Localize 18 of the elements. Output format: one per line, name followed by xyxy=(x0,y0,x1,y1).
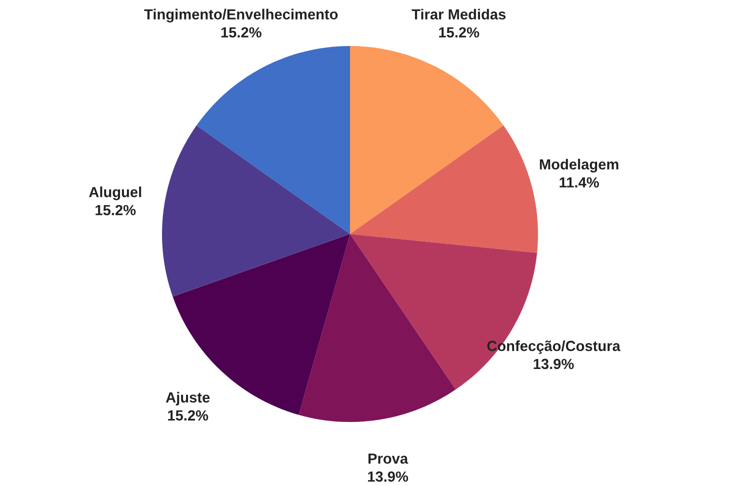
data-label: 13.9% xyxy=(368,471,408,482)
pie-slice xyxy=(196,46,350,234)
data-label: 15.2% xyxy=(439,27,480,38)
data-label: 15.2% xyxy=(168,410,208,421)
slice-label: Tirar Medidas xyxy=(412,8,506,20)
slice-label: Prova xyxy=(368,454,408,464)
pie-slice xyxy=(350,46,504,234)
slice-label: Aluguel xyxy=(89,186,142,200)
data-label: 11.4% xyxy=(560,177,599,188)
data-label: 15.2% xyxy=(221,27,262,38)
pie-slice xyxy=(298,234,456,422)
data-label: 13.9% xyxy=(534,358,574,370)
pie-slice xyxy=(350,125,538,253)
slice-label: Tingimento/Envelhecimento xyxy=(144,8,338,22)
data-label: 15.2% xyxy=(96,204,136,216)
slice-label: Ajuste xyxy=(166,392,210,406)
slice-label: Modelagem xyxy=(540,158,618,172)
pie-slice xyxy=(162,125,350,297)
